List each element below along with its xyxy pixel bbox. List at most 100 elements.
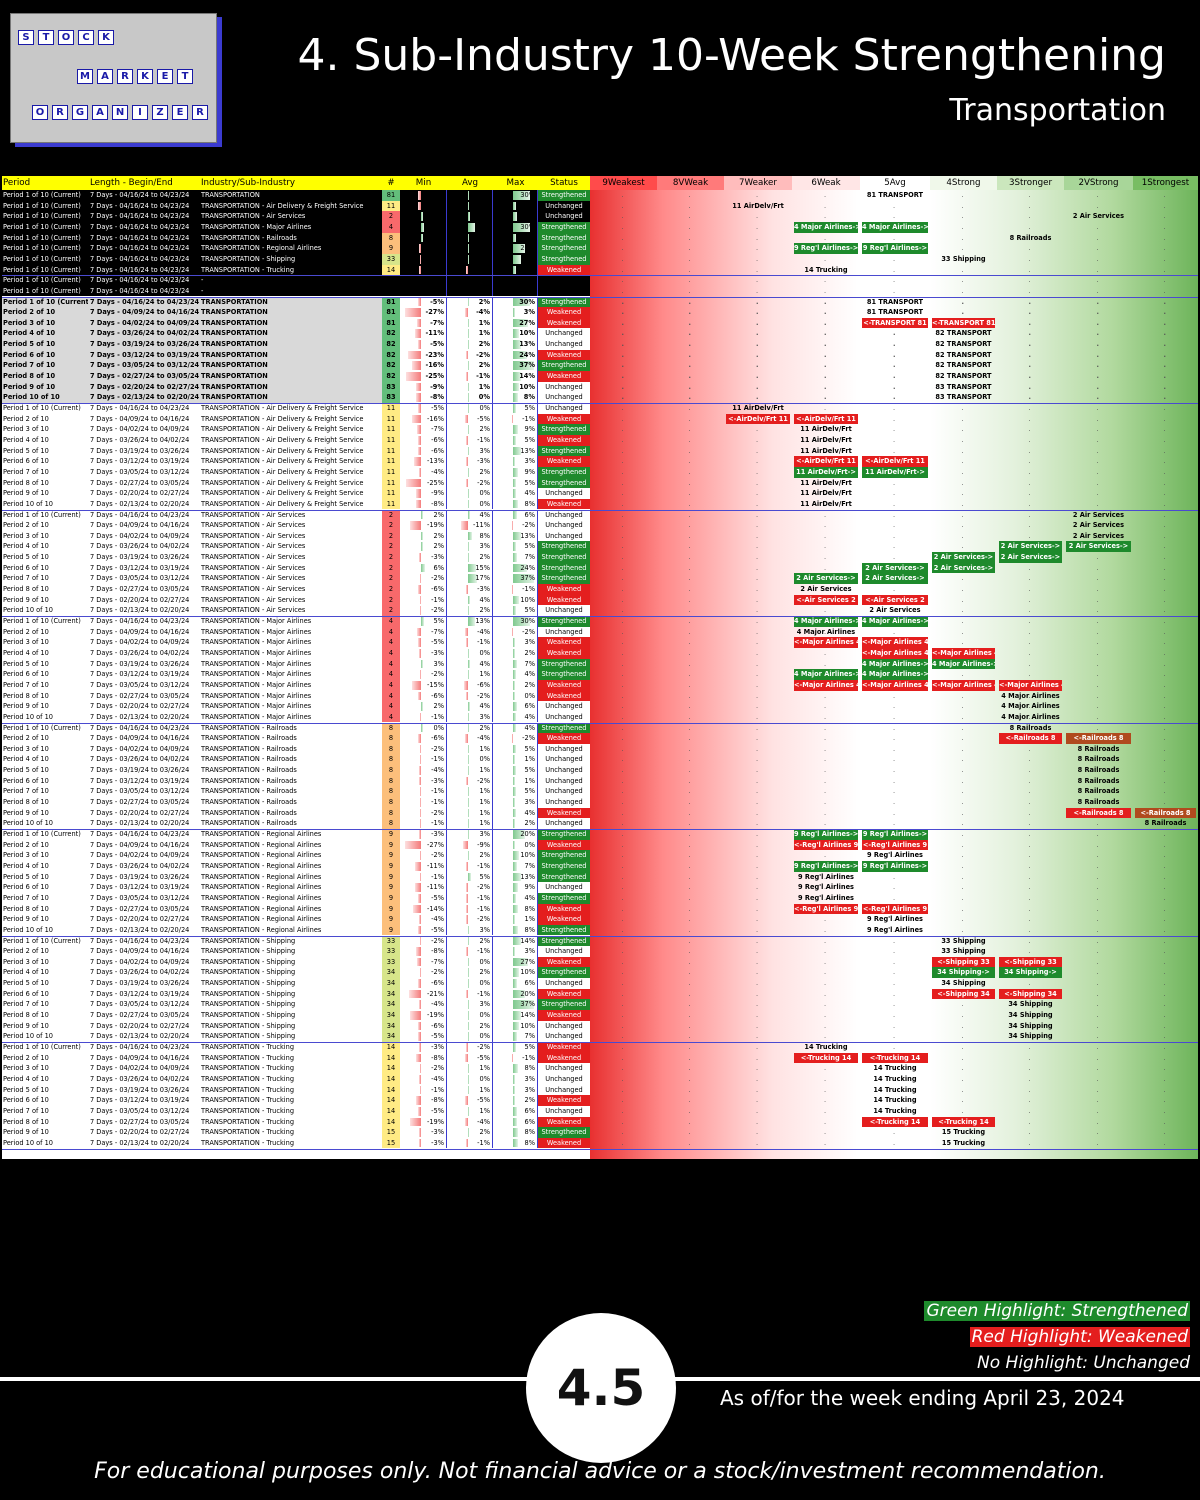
band-dot: . — [1163, 467, 1166, 476]
band-dot: . — [824, 1138, 827, 1147]
cell-value: -2% — [477, 883, 490, 892]
cell-value: -3% — [431, 648, 444, 657]
cell-value: 0% — [478, 393, 490, 402]
cell-count: 14 — [382, 1105, 400, 1117]
cell-period: Period 1 of 10 (Current) — [3, 404, 81, 412]
cell-industry: TRANSPORTATION - Air Delivery & Freight … — [201, 414, 364, 423]
band-dot: . — [824, 499, 827, 508]
band-dot: . — [756, 222, 759, 231]
band-dot: . — [756, 425, 759, 434]
cell-count: 4 — [382, 711, 400, 723]
band-dot: . — [688, 925, 691, 934]
table-row: Period 10 of 10 7 Days - 02/13/24 to 02/2… — [2, 392, 1198, 403]
data-bar — [419, 968, 422, 978]
band-dot: . — [1096, 680, 1099, 689]
cell-length: 7 Days - 03/05/24 to 03/12/24 — [90, 574, 190, 583]
cell-value: 8% — [524, 925, 535, 934]
cell-avg: 1% — [447, 1105, 493, 1117]
cell-industry: TRANSPORTATION - Major Airlines — [201, 712, 312, 721]
band-dot: . — [1163, 638, 1166, 647]
band-dot: . — [1096, 499, 1099, 508]
cell-value: 10% — [519, 329, 535, 338]
cell-max: 37% — [493, 573, 538, 585]
cell-length: 7 Days - 03/19/24 to 03/26/24 — [90, 340, 199, 349]
band-dot: . — [961, 286, 964, 295]
data-bar — [417, 318, 422, 328]
band-dot: . — [824, 478, 827, 487]
cell-period: Period 9 of 10 — [3, 702, 49, 711]
cell-industry: TRANSPORTATION - Air Services — [201, 606, 306, 615]
cell-period: Period 8 of 10 — [3, 585, 49, 594]
data-bar — [513, 1096, 515, 1105]
cell-value: 0% — [524, 691, 535, 700]
cell-length: 7 Days - 04/09/24 to 04/16/24 — [90, 414, 190, 423]
band-label: 2 Air Services — [800, 585, 852, 594]
band-dot: . — [621, 1053, 624, 1062]
cell-count: 11 — [382, 403, 400, 414]
cell-value: 4% — [524, 893, 535, 902]
band-dot: . — [1163, 457, 1166, 466]
band-label: 9 Reg'l Airlines-> — [862, 829, 928, 840]
band-label: 11 AirDelv/Frt — [800, 499, 852, 508]
band-dot: . — [893, 915, 896, 924]
cell-avg: -5% — [447, 413, 493, 425]
data-bar — [513, 776, 515, 786]
logo-letter: Z — [152, 105, 168, 120]
cell-status: Unchanged — [545, 819, 583, 828]
cell-period: Period 10 of 10 — [3, 712, 53, 721]
cell-value: 2% — [433, 702, 444, 711]
data-bar — [511, 627, 514, 637]
band-dot: . — [961, 755, 964, 764]
band-label: <-Railroads 8 — [1066, 733, 1131, 744]
column-header: 4Strong — [930, 176, 997, 190]
data-bar — [421, 659, 423, 669]
cell-avg: -2% — [447, 914, 493, 925]
band-label: 11 AirDelv/Frt — [800, 425, 852, 434]
cell-industry: TRANSPORTATION - Regional Airlines — [201, 840, 322, 849]
band-dot: . — [621, 648, 624, 657]
band-dot: . — [1163, 936, 1166, 945]
logo-letter: A — [92, 105, 108, 120]
cell-value: 5% — [524, 265, 535, 274]
band-dot: . — [621, 414, 624, 423]
band-dot: . — [1096, 691, 1099, 700]
data-bar — [513, 308, 515, 317]
cell-value: 2% — [479, 467, 490, 476]
band-dot: . — [1096, 1032, 1099, 1041]
data-bar — [467, 670, 470, 679]
cell-count: 2 — [382, 594, 400, 606]
band-dot: . — [1163, 585, 1166, 594]
band-dot: . — [688, 510, 691, 519]
band-dot: . — [824, 1117, 827, 1126]
band-dot: . — [756, 254, 759, 263]
cell-avg: 3% — [447, 243, 493, 254]
band-dot: . — [688, 489, 691, 498]
cell-min: -1% — [400, 1084, 447, 1096]
cell-industry: TRANSPORTATION - Trucking — [201, 1074, 295, 1083]
logo-letter: T — [38, 30, 54, 45]
band-dot: . — [621, 904, 624, 913]
table-row: Period 6 of 10 7 Days - 03/12/24 to 03/19… — [2, 349, 1198, 361]
band-dot: . — [621, 563, 624, 572]
band-dot: . — [1163, 670, 1166, 679]
cell-value: 0% — [479, 1074, 490, 1083]
cell-value: 1% — [524, 755, 535, 764]
cell-period: Period 6 of 10 — [3, 457, 49, 466]
cell-avg: 4% — [447, 594, 493, 606]
table-row: Period 2 of 10 7 Days - 04/09/24 to 04/16… — [2, 413, 1198, 425]
cell-period: Period 5 of 10 — [3, 979, 49, 988]
cell-avg: -4% — [447, 733, 493, 744]
band-dot: . — [1028, 499, 1031, 508]
band-dot: . — [1028, 478, 1031, 487]
cell-industry: TRANSPORTATION - Air Services — [201, 510, 306, 519]
band-dot: . — [621, 425, 624, 434]
band-dot: . — [1028, 712, 1031, 721]
band-label: 82 TRANSPORT — [935, 350, 992, 359]
logo-letter: S — [18, 30, 34, 45]
band-dot: . — [1096, 1106, 1099, 1115]
cell-value: 30% — [520, 191, 535, 199]
cell-status: Weakened — [538, 1116, 590, 1128]
cell-value: -2% — [477, 265, 490, 274]
data-bar — [467, 1106, 470, 1116]
cell-industry: TRANSPORTATION - Regional Airlines — [201, 861, 322, 870]
